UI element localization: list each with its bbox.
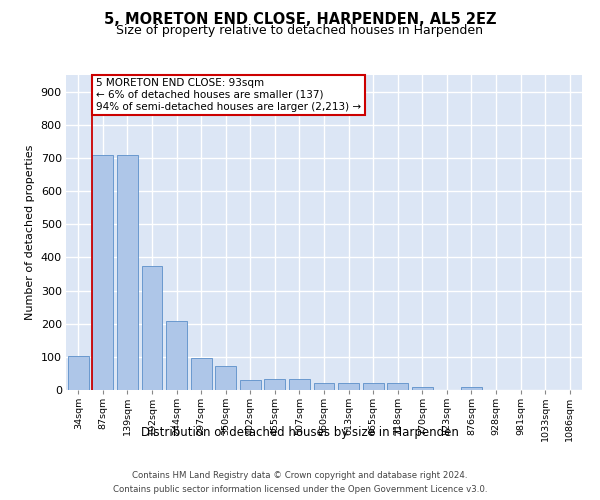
Bar (215, 366, 236, 390)
Bar (314, 384, 334, 390)
Text: Distribution of detached houses by size in Harpenden: Distribution of detached houses by size … (141, 426, 459, 439)
Bar (461, 388, 482, 390)
Bar (92, 154, 113, 390)
Text: Size of property relative to detached houses in Harpenden: Size of property relative to detached ho… (116, 24, 484, 37)
Bar (387, 384, 408, 390)
Bar (191, 358, 212, 390)
Text: Contains public sector information licensed under the Open Government Licence v3: Contains public sector information licen… (113, 484, 487, 494)
Bar (412, 386, 433, 390)
Bar (68, 356, 89, 390)
Bar (289, 380, 310, 390)
Text: 5, MORETON END CLOSE, HARPENDEN, AL5 2EZ: 5, MORETON END CLOSE, HARPENDEN, AL5 2EZ (104, 12, 496, 28)
Bar (265, 380, 286, 390)
Bar (142, 266, 163, 390)
Bar (240, 380, 261, 390)
Text: 5 MORETON END CLOSE: 93sqm
← 6% of detached houses are smaller (137)
94% of semi: 5 MORETON END CLOSE: 93sqm ← 6% of detac… (96, 78, 361, 112)
Bar (362, 384, 383, 390)
Bar (338, 384, 359, 390)
Text: Contains HM Land Registry data © Crown copyright and database right 2024.: Contains HM Land Registry data © Crown c… (132, 472, 468, 480)
Y-axis label: Number of detached properties: Number of detached properties (25, 145, 35, 320)
Bar (117, 154, 138, 390)
Bar (166, 322, 187, 390)
